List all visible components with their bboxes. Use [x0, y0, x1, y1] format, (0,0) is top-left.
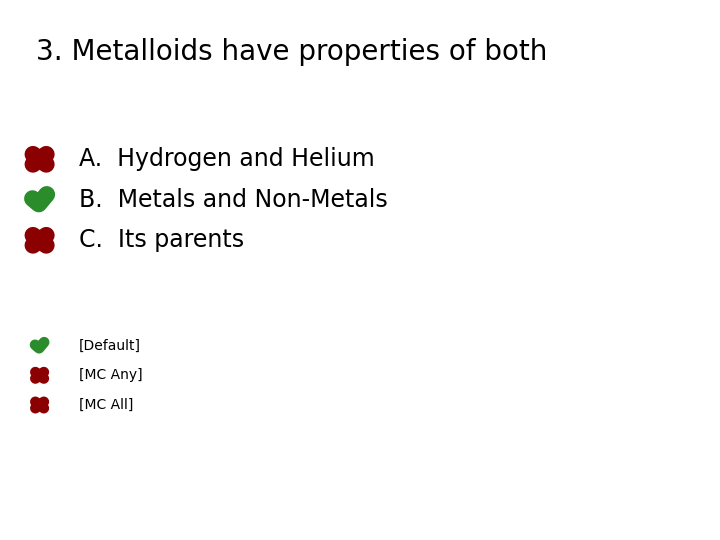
Text: [MC Any]: [MC Any]: [79, 368, 143, 382]
Text: 3. Metalloids have properties of both: 3. Metalloids have properties of both: [36, 38, 547, 66]
Text: [MC All]: [MC All]: [79, 398, 134, 412]
Text: [Default]: [Default]: [79, 339, 141, 353]
Text: B.  Metals and Non-Metals: B. Metals and Non-Metals: [79, 188, 388, 212]
Text: A.  Hydrogen and Helium: A. Hydrogen and Helium: [79, 147, 375, 171]
Text: C.  Its parents: C. Its parents: [79, 228, 244, 252]
